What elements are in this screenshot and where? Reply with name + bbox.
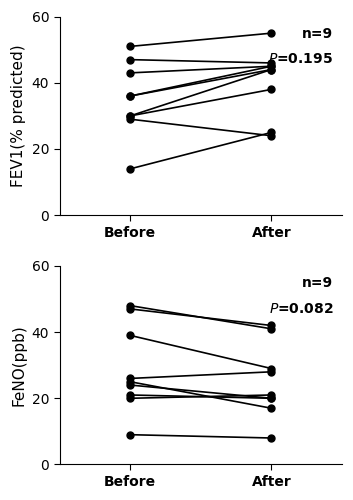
Text: n=9: n=9 <box>302 276 334 290</box>
Text: $\mathit{P}$=0.195: $\mathit{P}$=0.195 <box>268 52 334 66</box>
Y-axis label: FEV1(% predicted): FEV1(% predicted) <box>11 44 26 187</box>
Text: n=9: n=9 <box>302 26 334 40</box>
Text: $\mathit{P}$=0.082: $\mathit{P}$=0.082 <box>269 302 334 316</box>
Y-axis label: FeNO(ppb): FeNO(ppb) <box>11 324 26 406</box>
